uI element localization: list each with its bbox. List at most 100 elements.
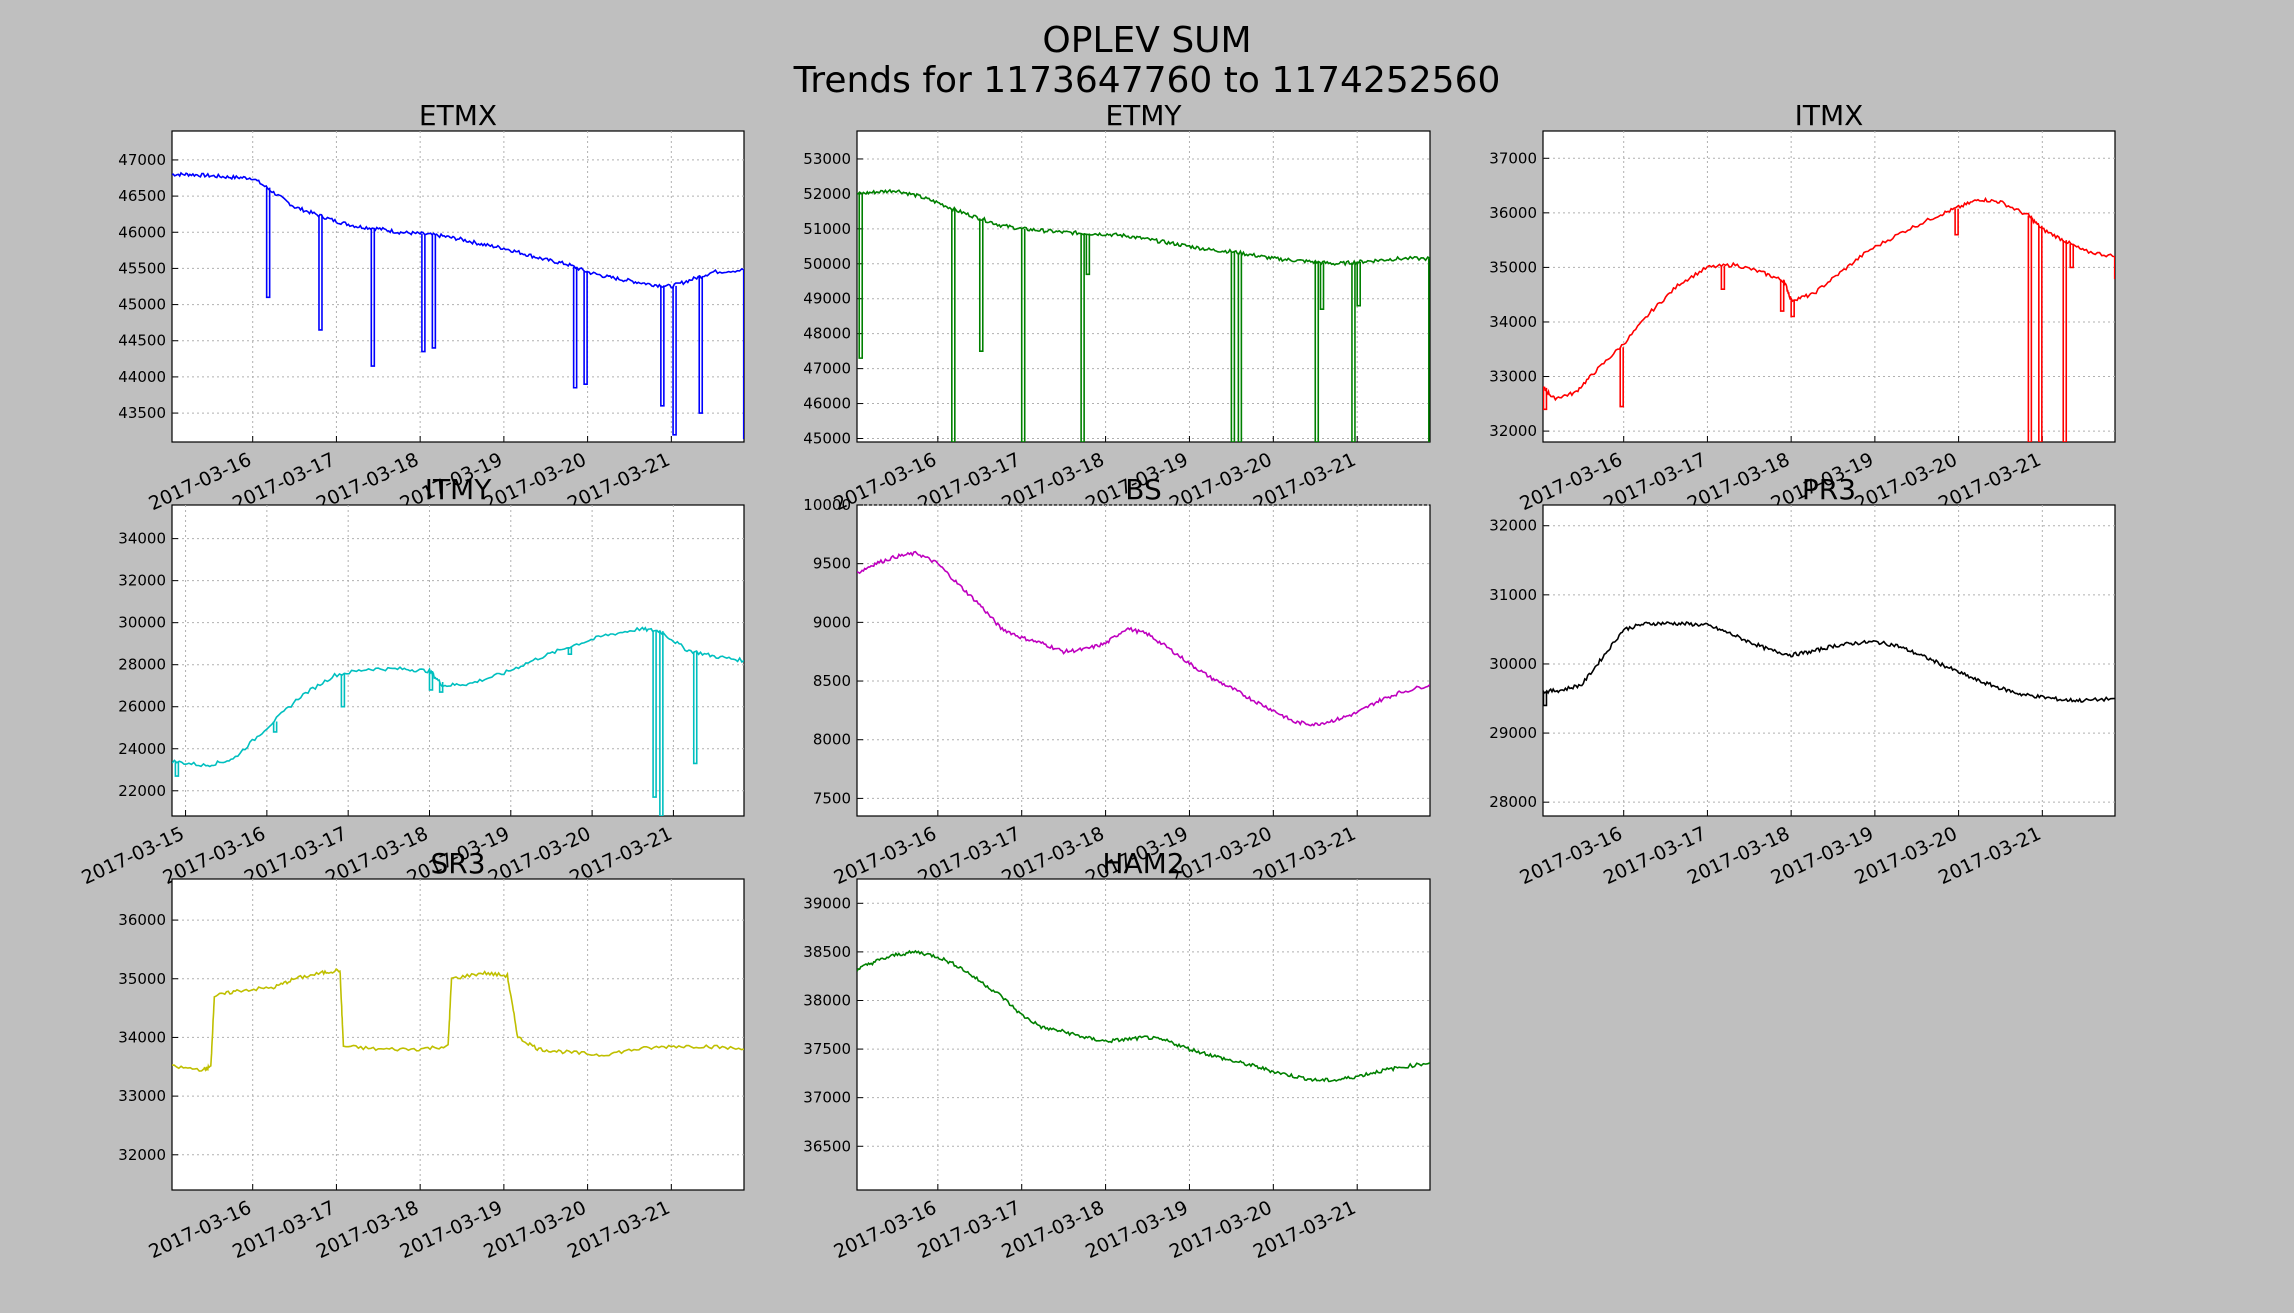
bs-series-line: [857, 550, 1430, 727]
figure-subtitle: Trends for 1173647760 to 1174252560: [793, 60, 1501, 101]
etmy-dip: [858, 193, 864, 359]
pr3-ytick-label: 30000: [1489, 655, 1537, 673]
etmy-dip: [1351, 262, 1356, 442]
bs-ytick-label: 9000: [813, 613, 851, 631]
etmy-dip: [1085, 233, 1091, 276]
etmy-ytick-label: 53000: [803, 150, 851, 168]
etmx-ytick-label: 47000: [118, 151, 166, 169]
etmx-dip: [370, 227, 376, 367]
etmx-series-line: [172, 171, 744, 289]
itmy-dip: [659, 631, 664, 816]
itmx-dip: [2062, 240, 2068, 442]
pr3-title: PR3: [1802, 473, 1856, 506]
ham2-series-line: [857, 949, 1430, 1083]
bs-title: BS: [1125, 473, 1162, 506]
etmy-ytick-label: 48000: [803, 325, 851, 343]
etmx-panel: ETMX 43500 44000 44500 45000 45500 46000 46500 4…: [118, 99, 745, 515]
itmx-plot-area: [1542, 130, 2116, 443]
etmy-ytick-label: 46000: [803, 395, 851, 413]
pr3-ytick-label: 29000: [1489, 724, 1537, 742]
bs-ytick-label: 10000: [803, 496, 851, 514]
itmy-plot-area: [171, 504, 745, 817]
itmy-dip: [174, 761, 180, 777]
itmx-dip: [2113, 256, 2115, 280]
etmy-dip: [1237, 252, 1243, 442]
itmy-ytick-label: 32000: [118, 572, 166, 590]
ham2-ytick-label: 38500: [803, 943, 851, 961]
itmy-ytick-label: 24000: [118, 740, 166, 758]
etmx-title: ETMX: [419, 99, 497, 132]
etmy-dip: [978, 218, 984, 352]
ham2-plot-area: [856, 878, 1431, 1191]
etmx-ytick-label: 44500: [118, 332, 166, 350]
itmy-dip: [272, 721, 278, 733]
pr3-ytick-label: 28000: [1489, 793, 1537, 811]
etmy-ytick-label: 50000: [803, 255, 851, 273]
etmx-dip: [660, 285, 665, 407]
itmy-dip: [567, 647, 573, 655]
itmy-ytick-label: 30000: [118, 614, 166, 632]
etmx-ytick-label: 46000: [118, 223, 166, 241]
etmx-ytick-label: 45000: [118, 296, 166, 314]
pr3-series-line: [1543, 621, 2115, 703]
sr3-ytick-label: 35000: [118, 970, 166, 988]
sr3-series-line: [172, 967, 744, 1072]
ham2-ytick-label: 39000: [803, 894, 851, 912]
ham2-ytick-label: 36500: [803, 1137, 851, 1155]
etmy-dip: [1314, 262, 1320, 442]
etmx-dip: [572, 266, 578, 389]
itmx-dip: [2027, 215, 2033, 442]
etmx-dip: [583, 270, 588, 385]
etmx-ytick-label: 46500: [118, 187, 166, 205]
pr3-ytick-label: 31000: [1489, 586, 1537, 604]
etmy-ytick-label: 45000: [803, 430, 851, 448]
itmx-ytick-label: 37000: [1489, 149, 1537, 167]
sr3-plot-area: [171, 878, 745, 1191]
bs-plot-area: [856, 504, 1431, 817]
etmy-plot-area: [856, 130, 1431, 443]
itmx-ytick-label: 36000: [1489, 204, 1537, 222]
itmy-dip: [438, 682, 444, 693]
sr3-ytick-label: 33000: [118, 1087, 166, 1105]
etmx-ytick-label: 45500: [118, 259, 166, 277]
bs-ytick-label: 8000: [813, 731, 851, 749]
etmy-dip: [951, 208, 956, 442]
itmx-dip: [1954, 208, 1959, 236]
etmx-dip: [742, 269, 744, 440]
itmx-ytick-label: 33000: [1489, 368, 1537, 386]
itmy-dip: [652, 630, 657, 798]
etmx-dip: [318, 215, 323, 331]
itmy-dip: [428, 671, 434, 691]
itmx-dip: [2038, 225, 2043, 442]
pr3-ytick-label: 32000: [1489, 517, 1537, 535]
sr3-panel: SR332000330003400035000360002017-03-1620…: [118, 847, 745, 1263]
itmx-dip: [1790, 300, 1795, 318]
sr3-ytick-label: 32000: [118, 1146, 166, 1164]
etmy-dip: [1230, 251, 1236, 442]
etmx-dip: [421, 233, 426, 353]
itmy-dip: [340, 673, 346, 708]
itmy-ytick-label: 22000: [118, 782, 166, 800]
etmx-dip: [672, 285, 677, 436]
etmy-ytick-label: 51000: [803, 220, 851, 238]
ham2-ytick-label: 37500: [803, 1040, 851, 1058]
itmy-dip: [692, 651, 698, 765]
etmy-title: ETMY: [1105, 99, 1182, 132]
itmx-dip: [1720, 266, 1726, 291]
ham2-ytick-label: 37000: [803, 1089, 851, 1107]
bs-ytick-label: 7500: [813, 789, 851, 807]
pr3-dip: [1543, 691, 1548, 707]
sr3-ytick-label: 34000: [118, 1028, 166, 1046]
etmy-dip: [1319, 262, 1325, 311]
ham2-title: HAM2: [1102, 847, 1184, 880]
etmy-dip: [1356, 262, 1361, 307]
etmx-dip: [265, 187, 271, 299]
bs-ytick-label: 9500: [813, 555, 851, 573]
itmy-title: ITMY: [425, 473, 493, 506]
etmy-ytick-label: 52000: [803, 185, 851, 203]
itmx-title: ITMX: [1795, 99, 1864, 132]
itmx-ytick-label: 35000: [1489, 258, 1537, 276]
etmy-series-line: [857, 188, 1430, 267]
itmx-dip: [1779, 279, 1785, 312]
